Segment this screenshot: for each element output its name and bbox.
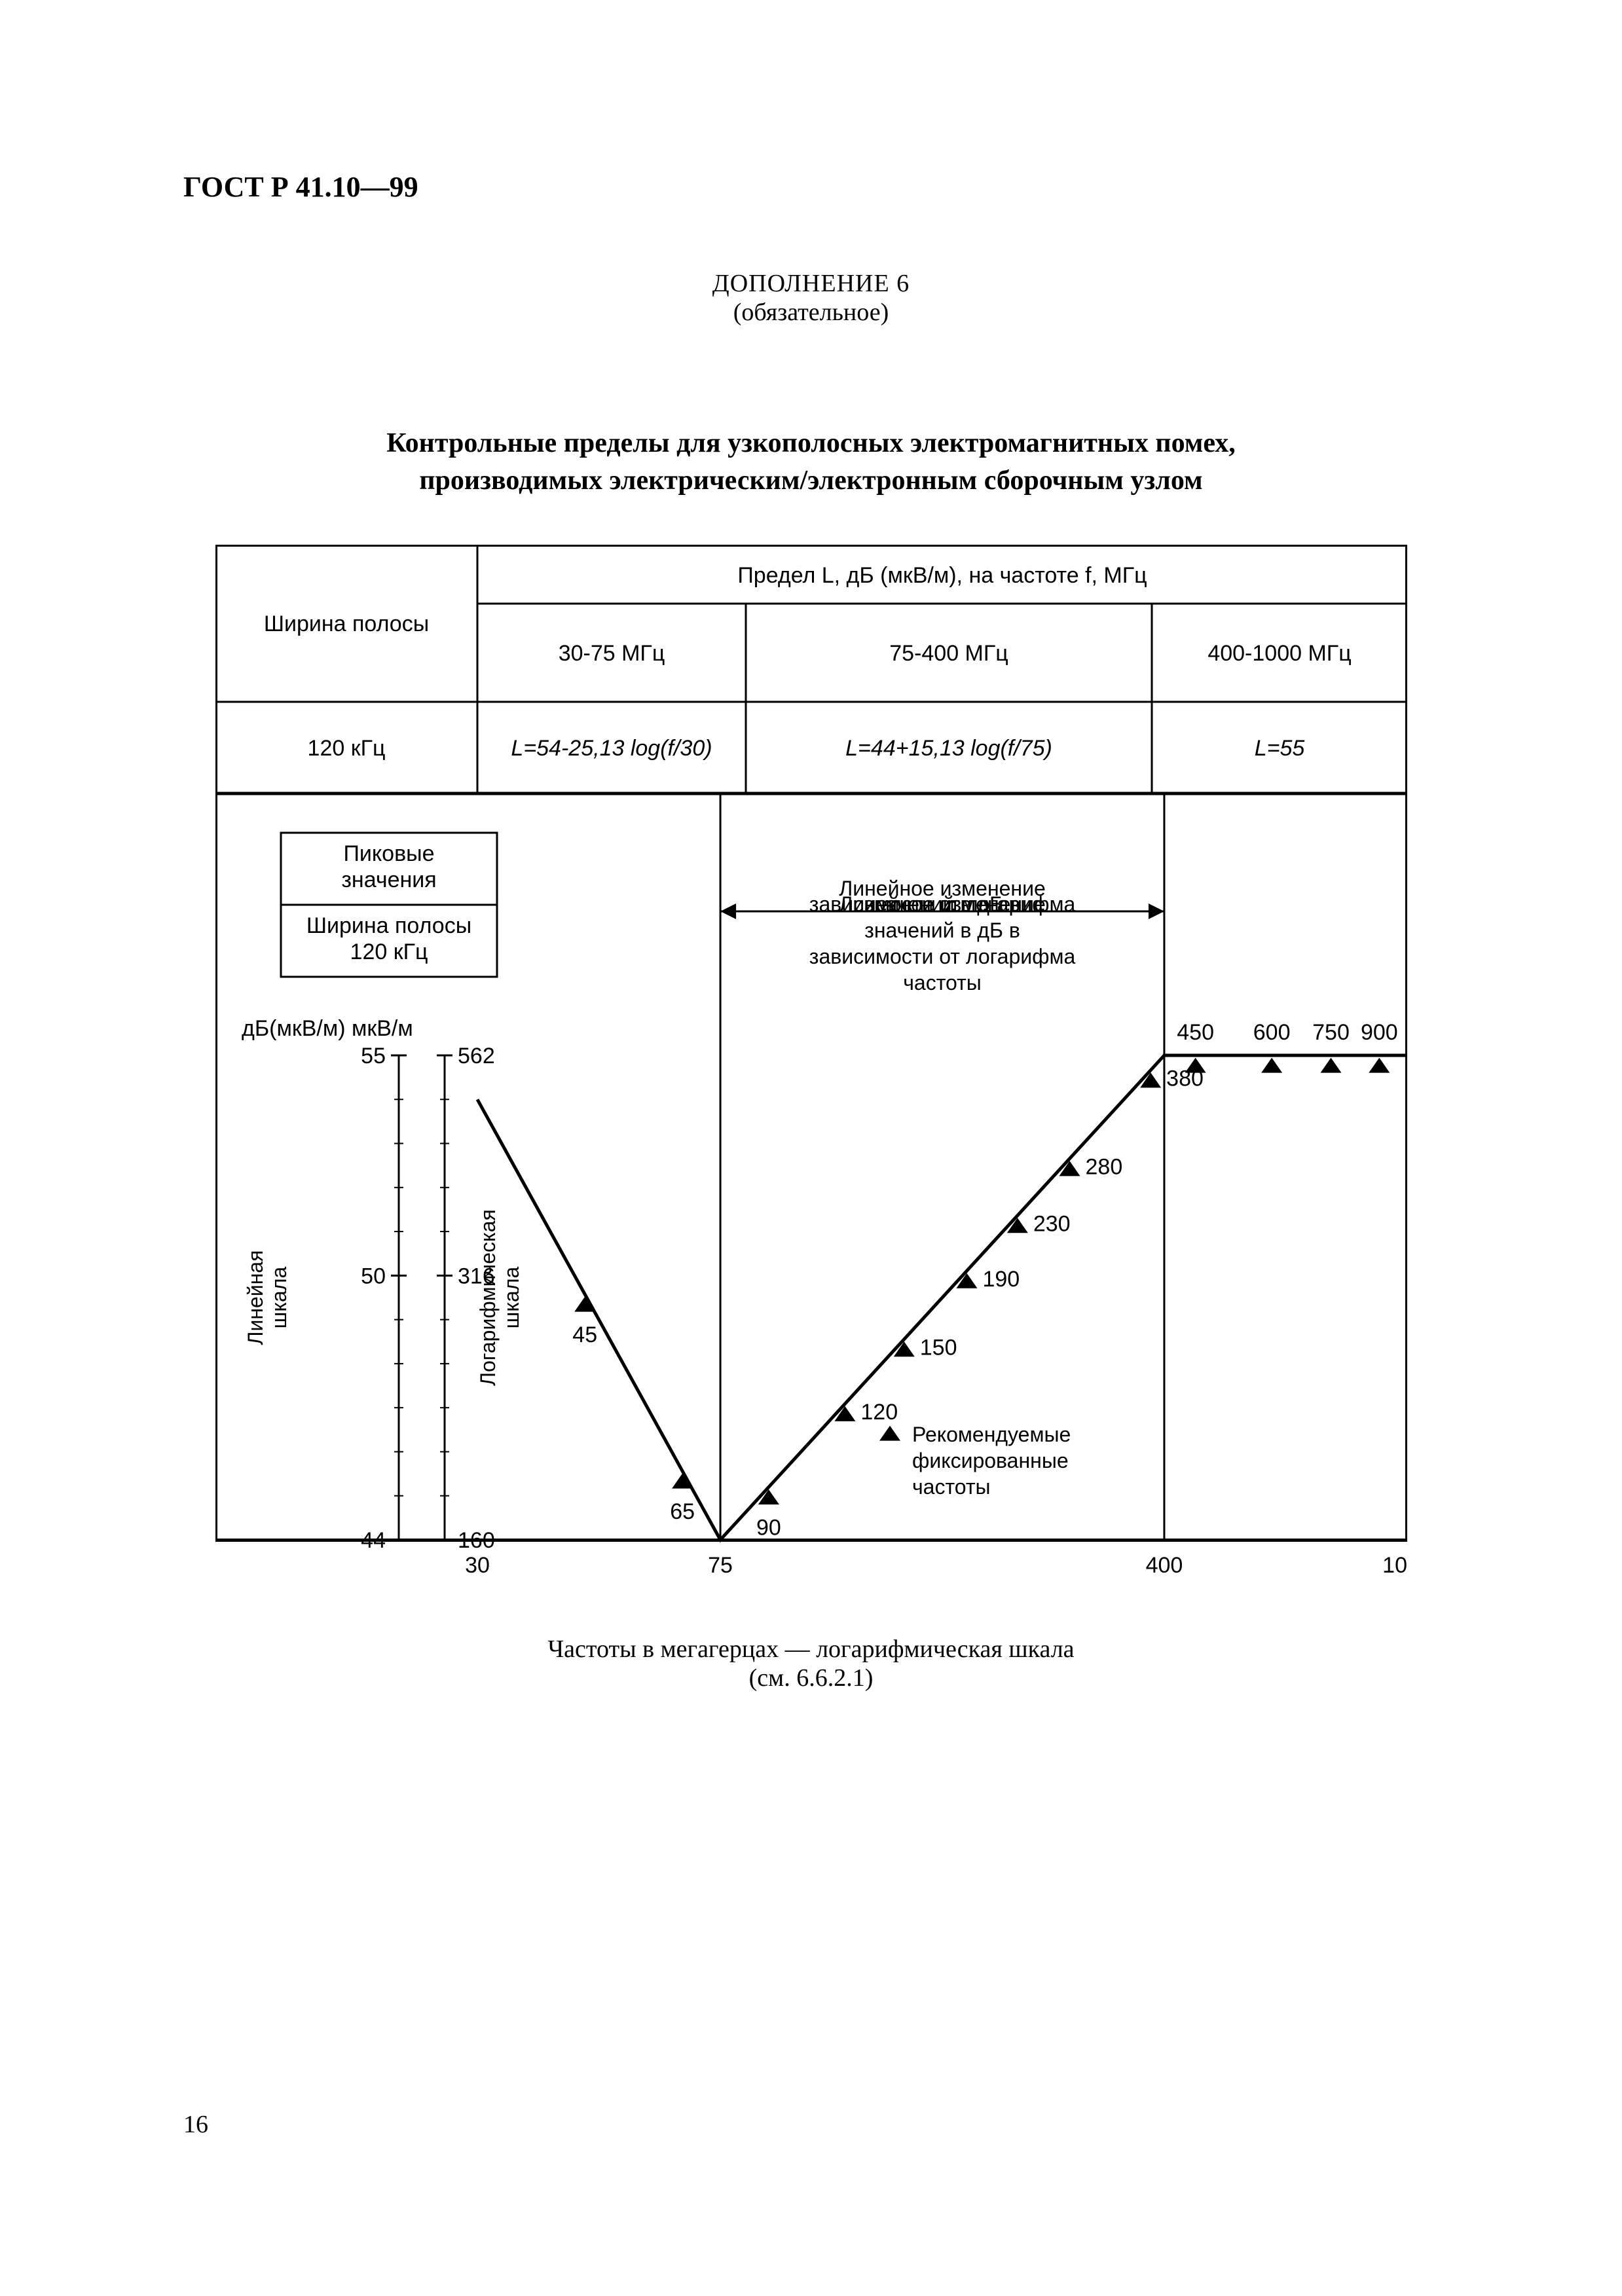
- svg-text:280: 280: [1085, 1155, 1122, 1180]
- section-title: Контрольные пределы для узкополосных эле…: [183, 425, 1439, 499]
- svg-text:65: 65: [670, 1499, 695, 1524]
- svg-text:шкала: шкала: [267, 1267, 291, 1329]
- svg-text:значений в дБ в: значений в дБ в: [864, 919, 1020, 942]
- svg-text:75-400 МГц: 75-400 МГц: [889, 641, 1008, 666]
- svg-text:30: 30: [465, 1553, 490, 1578]
- svg-text:55: 55: [361, 1044, 386, 1068]
- title-line: производимых электрическим/электронным с…: [419, 465, 1202, 496]
- svg-text:Ширина полосы: Ширина полосы: [306, 913, 471, 938]
- svg-text:L=54-25,13 log(f/30): L=54-25,13 log(f/30): [511, 736, 712, 761]
- document-id: ГОСТ Р 41.10—99: [183, 170, 1439, 204]
- caption-line: (см. 6.6.2.1): [749, 1664, 874, 1692]
- svg-text:562: 562: [458, 1044, 495, 1068]
- svg-text:600: 600: [1253, 1020, 1290, 1045]
- svg-text:75: 75: [708, 1553, 733, 1578]
- svg-text:1000: 1000: [1382, 1553, 1407, 1578]
- svg-text:90: 90: [756, 1516, 781, 1540]
- svg-text:120: 120: [860, 1400, 898, 1425]
- svg-text:фиксированные: фиксированные: [912, 1449, 1069, 1472]
- svg-text:Логарифмическая: Логарифмическая: [476, 1210, 500, 1387]
- svg-text:230: 230: [1033, 1212, 1070, 1237]
- svg-text:значения: значения: [341, 867, 436, 892]
- svg-text:Линейная: Линейная: [244, 1250, 267, 1345]
- svg-text:400-1000 МГц: 400-1000 МГц: [1207, 641, 1351, 666]
- svg-text:L=44+15,13 log(f/75): L=44+15,13 log(f/75): [845, 736, 1052, 761]
- mandatory-label: (обязательное): [183, 298, 1439, 327]
- svg-text:шкала: шкала: [500, 1267, 523, 1329]
- svg-text:Ширина полосы: Ширина полосы: [263, 611, 428, 636]
- svg-text:160: 160: [458, 1528, 495, 1553]
- svg-text:450: 450: [1177, 1020, 1214, 1045]
- svg-text:зависимости от логарифма: зависимости от логарифма: [809, 945, 1075, 968]
- svg-text:частоты: частоты: [903, 971, 982, 994]
- svg-text:50: 50: [361, 1264, 386, 1289]
- svg-text:900: 900: [1360, 1020, 1397, 1045]
- svg-text:400: 400: [1145, 1553, 1183, 1578]
- svg-text:45: 45: [572, 1322, 597, 1347]
- figure-caption: Частоты в мегагерцах — логарифмическая ш…: [215, 1635, 1407, 1692]
- svg-text:30-75 МГц: 30-75 МГц: [558, 641, 665, 666]
- page-number: 16: [183, 2110, 208, 2139]
- svg-text:120 кГц: 120 кГц: [350, 939, 428, 964]
- svg-text:44: 44: [361, 1528, 386, 1553]
- svg-text:частоты: частоты: [912, 1475, 991, 1499]
- svg-text:150: 150: [919, 1336, 957, 1360]
- caption-line: Частоты в мегагерцах — логарифмическая ш…: [547, 1635, 1074, 1663]
- svg-text:190: 190: [982, 1267, 1020, 1292]
- svg-text:Пиковые: Пиковые: [343, 841, 434, 866]
- svg-text:120 кГц: 120 кГц: [307, 736, 385, 761]
- appendix-label: ДОПОЛНЕНИЕ 6: [183, 269, 1439, 298]
- svg-text:дБ(мкВ/м) мкВ/м: дБ(мкВ/м) мкВ/м: [242, 1016, 413, 1041]
- figure: Предел L, дБ (мкВ/м), на частоте f, МГц Ш…: [215, 545, 1407, 1692]
- svg-text:750: 750: [1312, 1020, 1350, 1045]
- title-line: Контрольные пределы для узкополосных эле…: [386, 428, 1235, 458]
- figure-svg: Предел L, дБ (мкВ/м), на частоте f, МГц Ш…: [215, 545, 1407, 1599]
- svg-text:Линейное изменение: Линейное изменение: [839, 877, 1046, 900]
- svg-text:Рекомендуемые: Рекомендуемые: [912, 1423, 1071, 1446]
- svg-text:L=55: L=55: [1254, 736, 1304, 761]
- svg-text:Предел L, дБ (мкВ/м), на часто: Предел L, дБ (мкВ/м), на частоте f, МГц: [737, 563, 1147, 588]
